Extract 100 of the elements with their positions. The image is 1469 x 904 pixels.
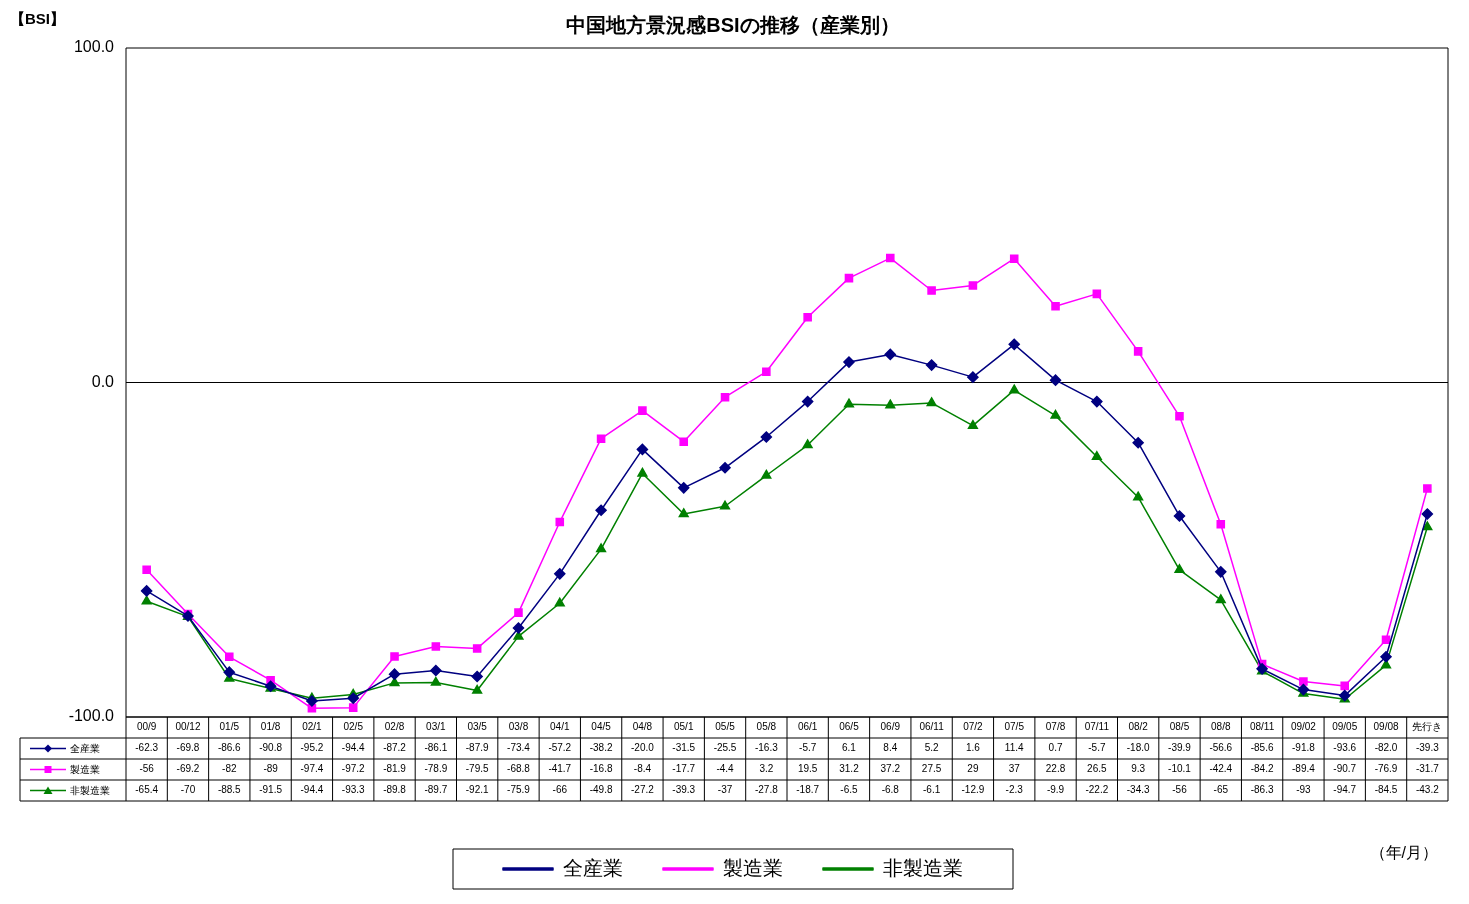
data-label: -93	[1296, 784, 1312, 796]
data-label: -73.4	[507, 742, 531, 754]
data-label: -91.5	[259, 784, 283, 796]
data-label: -86.3	[1250, 784, 1274, 796]
data-label: -89.4	[1292, 763, 1316, 775]
y-tick-label: 100.0	[73, 38, 115, 56]
data-label: -94.4	[300, 784, 324, 796]
data-label: -89.8	[383, 784, 407, 796]
data-label: -27.8	[754, 784, 779, 796]
data-label: -78.9	[424, 763, 448, 775]
data-label: -56	[1172, 784, 1188, 796]
data-label: -87.9	[465, 742, 489, 754]
data-label: -9.9	[1046, 784, 1065, 796]
x-tick-label: 06/5	[839, 721, 860, 733]
x-tick-label: 02/1	[302, 721, 323, 733]
legend-label: 非製造業	[70, 785, 110, 797]
data-label: -20.0	[631, 742, 655, 754]
data-label: -16.3	[754, 742, 779, 754]
data-label: -76.9	[1374, 763, 1398, 775]
data-label: -65	[1213, 784, 1229, 796]
data-label: 11.4	[1004, 742, 1025, 754]
data-label: -79.5	[465, 763, 489, 775]
text: （年/月）	[1369, 844, 1438, 862]
x-tick-label: 03/5	[467, 721, 488, 733]
x-tick-label: 07/5	[1004, 721, 1025, 733]
data-label: -16.8	[589, 763, 613, 775]
data-label: -18.0	[1126, 742, 1150, 754]
data-label: -12.9	[961, 784, 985, 796]
chart-title: 中国地方景況感BSIの推移（産業別）	[566, 13, 900, 36]
data-label: 29	[967, 763, 979, 775]
data-label: -17.7	[672, 763, 696, 775]
data-label: -95.2	[300, 742, 324, 754]
data-label: -89.7	[424, 784, 448, 796]
x-tick-label: 08/5	[1169, 721, 1190, 733]
data-label: 19.5	[797, 763, 818, 775]
x-tick-label: 07/11	[1084, 721, 1110, 733]
data-label: -41.7	[548, 763, 572, 775]
x-tick-label: 04/1	[550, 721, 570, 733]
data-label: -84.2	[1250, 763, 1274, 775]
data-label: -42.4	[1209, 763, 1233, 775]
data-label: -91.8	[1292, 742, 1316, 754]
data-label: -57.2	[548, 742, 572, 754]
data-label: 26.5	[1087, 763, 1108, 775]
data-label: -22.2	[1085, 784, 1109, 796]
data-label: -56	[139, 763, 155, 775]
data-label: 1.6	[965, 742, 981, 754]
x-tick-label: 08/2	[1128, 721, 1149, 733]
data-label: 37	[1008, 763, 1021, 775]
data-label: 5.2	[924, 742, 939, 754]
x-tick-label: 09/02	[1290, 721, 1317, 733]
x-tick-label: 07/2	[963, 721, 984, 733]
x-tick-label: 03/8	[508, 721, 529, 733]
data-label: -39.9	[1168, 742, 1192, 754]
data-label: -94.4	[341, 742, 366, 754]
x-tick-label: 01/8	[260, 721, 281, 733]
data-label: -31.7	[1415, 763, 1440, 775]
x-tick-label: 05/8	[756, 721, 777, 733]
data-label: -49.8	[589, 784, 613, 796]
data-label: -66	[552, 784, 568, 796]
data-label: -6.5	[840, 784, 859, 796]
data-label: -6.1	[922, 784, 941, 796]
legend-label: 全産業	[70, 743, 100, 755]
y-axis-title: 【BSI】	[10, 9, 66, 27]
x-tick-label: 04/8	[632, 721, 653, 733]
data-label: -94.7	[1333, 784, 1357, 796]
data-label: -87.2	[383, 742, 407, 754]
x-tick-label: 00/9	[136, 721, 157, 733]
data-label: -38.2	[589, 742, 613, 754]
data-label: -4.4	[716, 763, 735, 775]
x-tick-label: 06/1	[797, 721, 818, 733]
x-tick-label: 04/5	[591, 721, 612, 733]
data-label: -97.2	[341, 763, 366, 775]
data-label: -5.7	[799, 742, 817, 754]
data-label: -92.1	[465, 784, 489, 796]
data-label: 0.7	[1048, 742, 1063, 754]
data-label: -10.1	[1168, 763, 1192, 775]
data-label: -18.7	[796, 784, 820, 796]
x-tick-label: 先行き	[1412, 721, 1443, 733]
data-label: -43.2	[1415, 784, 1440, 796]
x-tick-label: 00/12	[175, 721, 201, 733]
data-label: -82	[222, 763, 237, 775]
data-label: -31.5	[672, 742, 696, 754]
data-label: -88.5	[217, 784, 242, 796]
x-tick-label: 05/1	[673, 721, 694, 733]
x-tick-label: 07/8	[1045, 721, 1066, 733]
data-label: 3.2	[759, 763, 774, 775]
data-label: -62.3	[135, 742, 159, 754]
x-tick-label: 05/5	[715, 721, 736, 733]
data-label: 6.1	[842, 742, 857, 754]
x-tick-label: 08/8	[1211, 721, 1231, 733]
data-label: -6.8	[881, 784, 900, 796]
data-label: -68.8	[507, 763, 531, 775]
x-tick-label: 08/11	[1249, 721, 1275, 733]
data-label: 37.2	[880, 763, 901, 775]
x-tick-label: 03/1	[426, 721, 447, 733]
data-label: -65.4	[135, 784, 159, 796]
data-label: -89	[263, 763, 279, 775]
data-label: -86.1	[424, 742, 448, 754]
x-tick-label: 06/11	[919, 721, 945, 733]
data-label: -93.3	[341, 784, 366, 796]
